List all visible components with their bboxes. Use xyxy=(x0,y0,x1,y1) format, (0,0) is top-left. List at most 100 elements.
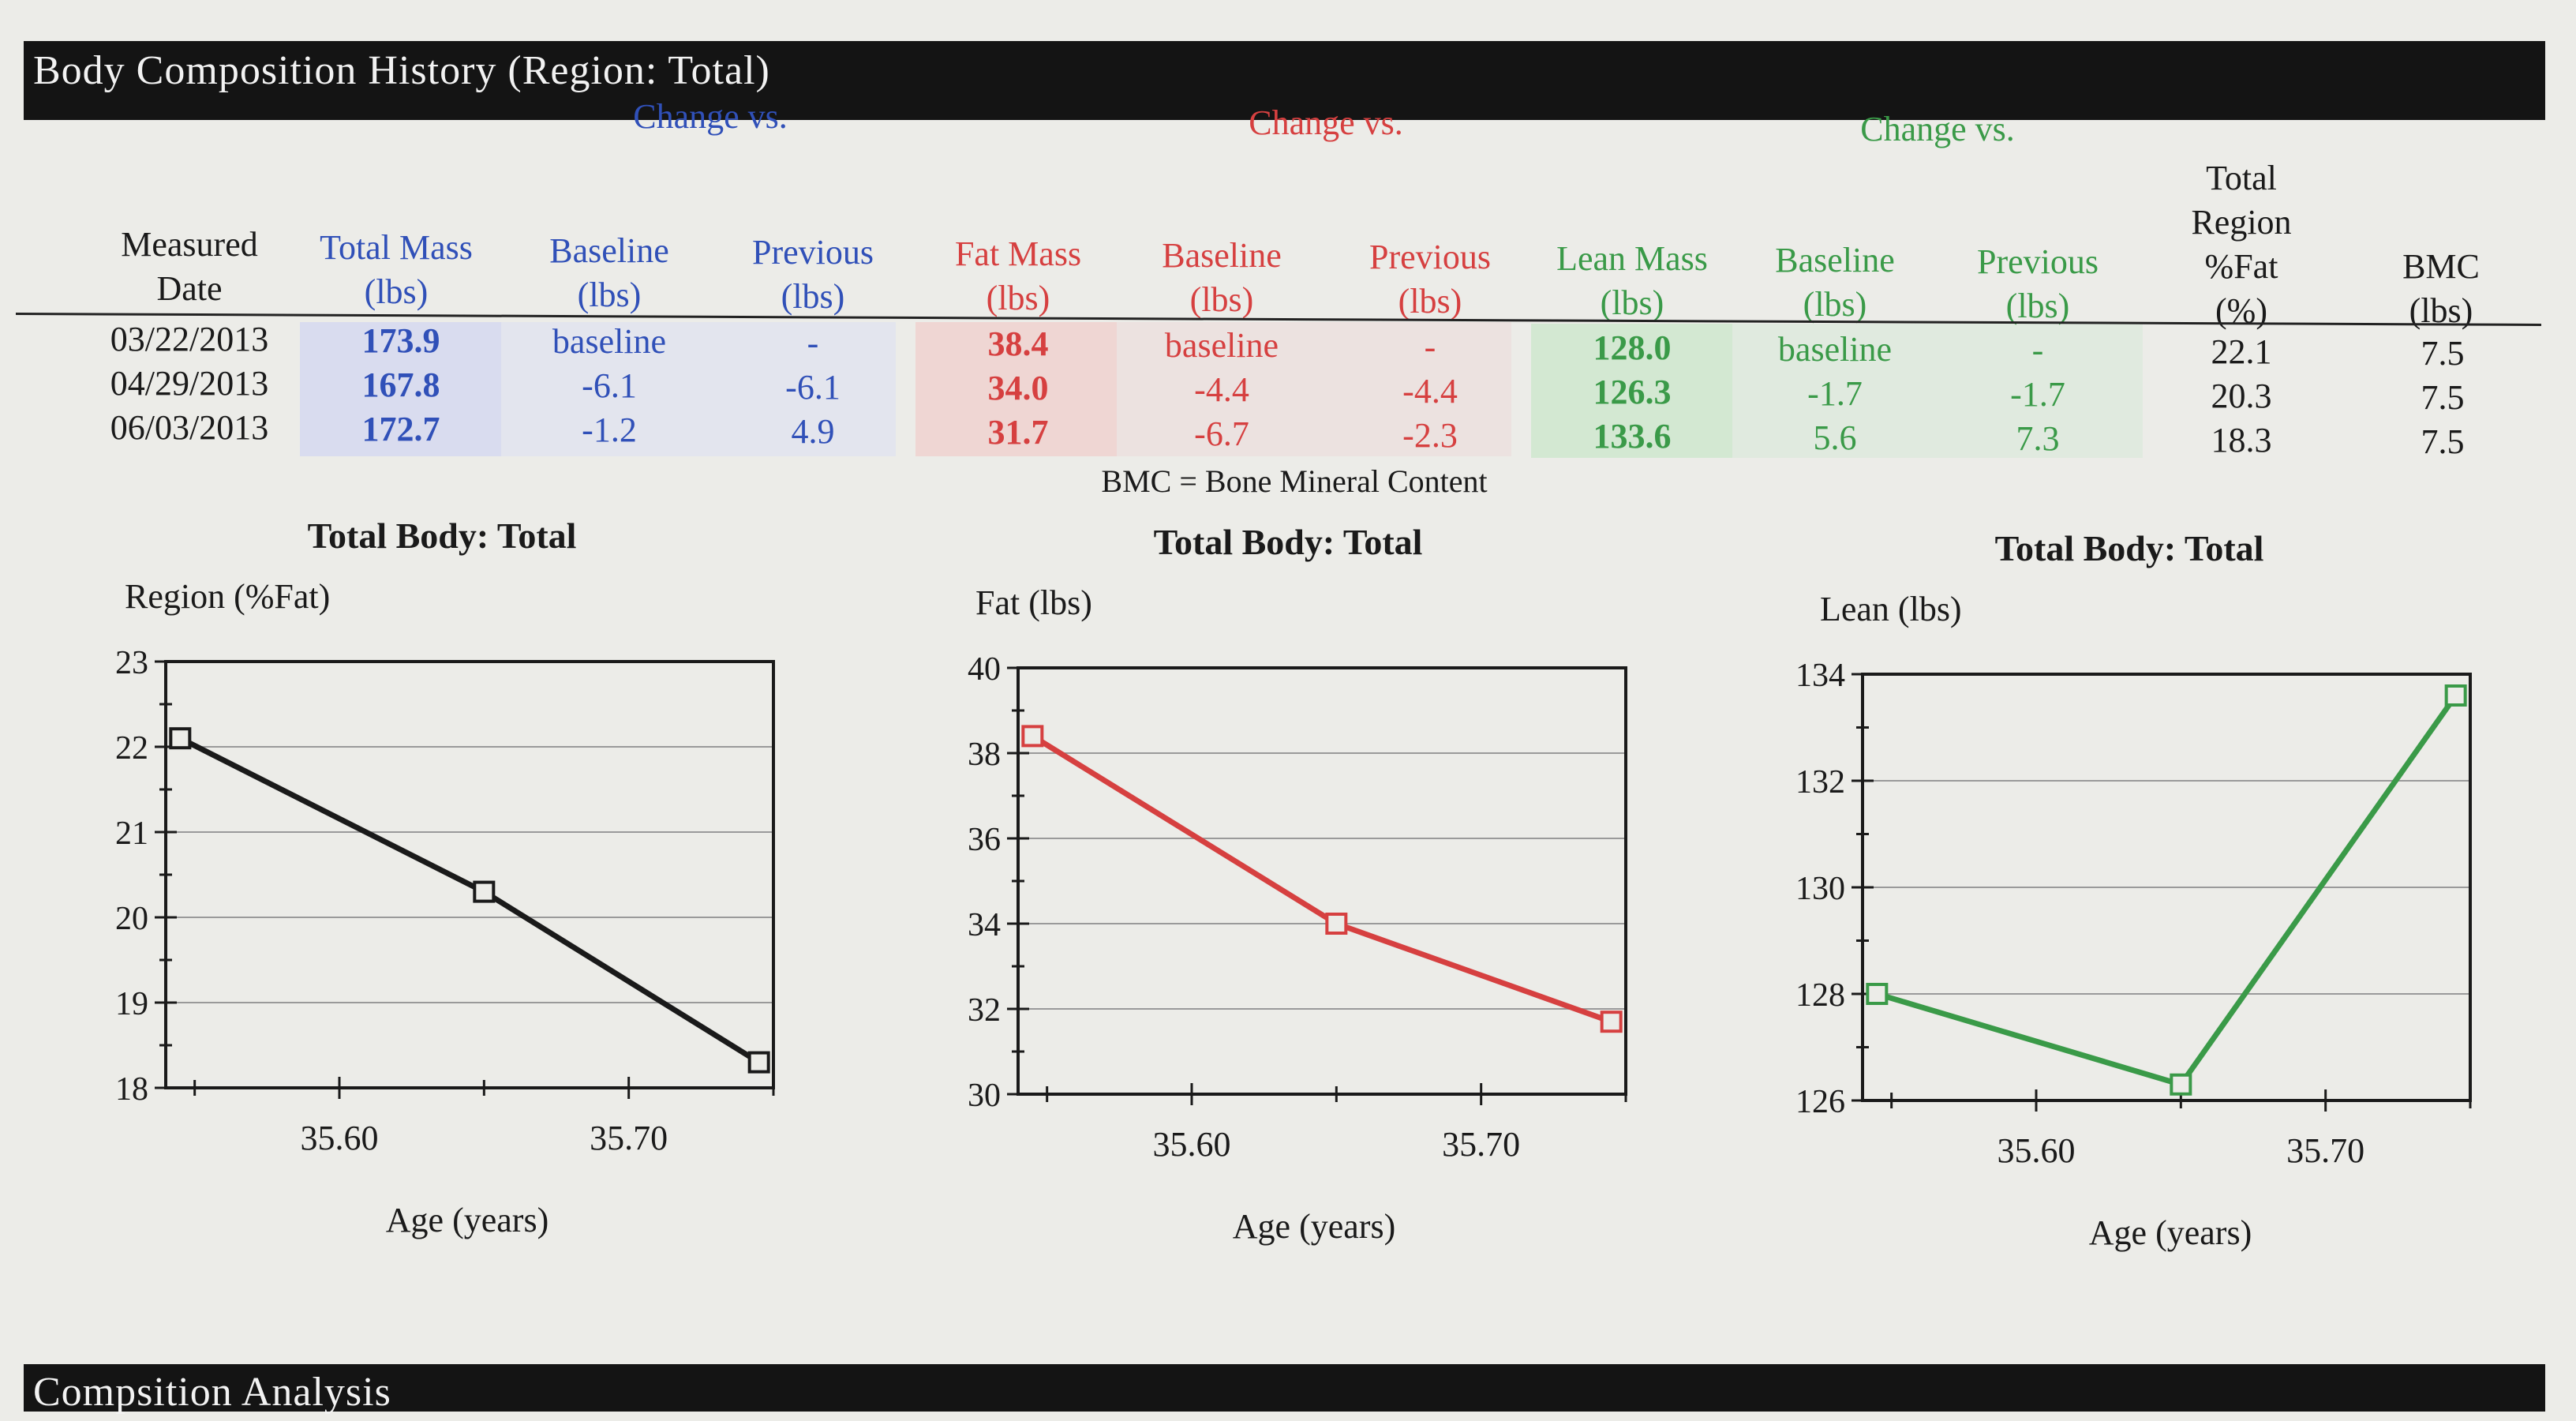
chart-1-ylabel: Region (%Fat) xyxy=(125,577,331,616)
table-cell-fat-baseline: -6.7 xyxy=(1194,414,1249,453)
series-line xyxy=(1031,733,1612,1025)
data-point xyxy=(1866,983,1889,1005)
data-point xyxy=(1325,913,1348,935)
y-tick-label: 34 xyxy=(968,907,1001,943)
y-tick-label: 20 xyxy=(115,901,148,937)
table-cell-lean-mass: 126.3 xyxy=(1593,373,1672,412)
lean-change-group-label: Change vs. xyxy=(1860,110,2015,148)
x-tick-label: 35.70 xyxy=(590,1119,668,1157)
col-header-lean-baseline: Baseline (lbs) xyxy=(1775,241,1895,324)
table-cell-lean-previous: 7.3 xyxy=(2016,419,2060,459)
table-cell-fat-baseline: baseline xyxy=(1164,326,1279,365)
y-tick-label: 128 xyxy=(1795,977,1845,1014)
series-line xyxy=(1876,693,2458,1088)
chart-2-ylabel: Fat (lbs) xyxy=(975,583,1092,622)
table-cell-total-mass: 167.8 xyxy=(361,365,440,404)
table-cell-total-mass: 173.9 xyxy=(361,321,440,360)
table-cell-fat-previous: - xyxy=(1424,327,1436,366)
table-cell-region-fat: 20.3 xyxy=(2211,377,2272,415)
table-cell-total-previous: - xyxy=(807,323,819,362)
total-mass-shade xyxy=(300,322,501,456)
col-header-lean-mass: Lean Mass (lbs) xyxy=(1556,239,1708,322)
col-header-fat-previous: Previous (lbs) xyxy=(1369,238,1491,321)
col-header-total-baseline: Baseline (lbs) xyxy=(549,231,669,314)
col-header-bmc: BMC (lbs) xyxy=(2402,247,2480,330)
table-cell-date: 03/22/2013 xyxy=(110,320,269,358)
table-cell-lean-mass: 133.6 xyxy=(1593,417,1672,456)
plot-frame xyxy=(164,660,775,1089)
col-header-region-fat: Total Region %Fat (%) xyxy=(2191,159,2292,330)
y-tick-label: 23 xyxy=(115,645,148,681)
x-tick-label: 35.60 xyxy=(1153,1125,1231,1164)
table-cell-total-mass: 172.7 xyxy=(361,409,440,448)
chart-2-title: Total Body: Total xyxy=(1153,522,1423,562)
table-cell-fat-previous: -2.3 xyxy=(1402,415,1458,455)
fat-mass-shade xyxy=(915,322,1117,456)
series-line xyxy=(178,736,761,1065)
fat-change-shade xyxy=(1117,322,1511,456)
x-tick-label: 35.70 xyxy=(2286,1131,2364,1170)
x-tick-label: 35.60 xyxy=(301,1119,379,1157)
table-cell-total-previous: 4.9 xyxy=(791,411,835,451)
lean-mass-shade xyxy=(1531,324,1732,458)
table-cell-fat-mass: 38.4 xyxy=(987,324,1049,364)
chart-1-title: Total Body: Total xyxy=(307,516,577,556)
table-cell-fat-previous: -4.4 xyxy=(1402,371,1458,411)
fat-change-group-label: Change vs. xyxy=(1249,103,1403,142)
chart-2-xlabel: Age (years) xyxy=(1232,1207,1396,1246)
y-tick-label: 134 xyxy=(1795,658,1845,694)
y-tick-label: 30 xyxy=(968,1078,1001,1114)
table-cell-total-baseline: -1.2 xyxy=(582,411,637,450)
table-cell-bmc: 7.5 xyxy=(2421,422,2465,461)
table-cell-bmc: 7.5 xyxy=(2421,333,2465,373)
data-point xyxy=(747,1051,770,1074)
table-cell-region-fat: 18.3 xyxy=(2211,421,2272,459)
chart-3-ylabel: Lean (lbs) xyxy=(1820,590,1962,628)
section-header-composition: Compsition Analysis xyxy=(24,1364,2545,1415)
table-cell-fat-mass: 34.0 xyxy=(987,369,1049,408)
col-header-lean-previous: Previous (lbs) xyxy=(1977,242,2099,325)
total-change-group-label: Change vs. xyxy=(633,97,788,136)
data-point xyxy=(473,880,496,903)
table-cell-lean-previous: -1.7 xyxy=(2010,375,2065,414)
table-cell-lean-mass: 128.0 xyxy=(1593,328,1672,368)
y-tick-label: 40 xyxy=(968,651,1001,688)
table-cell-region-fat: 22.1 xyxy=(2211,332,2272,371)
table-cell-date: 04/29/2013 xyxy=(110,364,269,403)
data-point xyxy=(169,727,192,750)
col-header-fat-baseline: Baseline (lbs) xyxy=(1162,236,1282,319)
table-cell-fat-mass: 31.7 xyxy=(987,413,1049,452)
data-point xyxy=(1600,1010,1623,1033)
chart-3-title: Total Body: Total xyxy=(1994,528,2264,568)
y-tick-label: 18 xyxy=(115,1071,148,1108)
y-tick-label: 132 xyxy=(1795,764,1845,800)
plot-frame xyxy=(1017,666,1627,1096)
table-cell-bmc: 7.5 xyxy=(2421,377,2465,417)
y-tick-label: 130 xyxy=(1795,871,1845,907)
y-tick-label: 22 xyxy=(115,730,148,767)
fat-mass-chart: 30 32 34 36 38 40 35.60 35.70 xyxy=(968,651,1627,1164)
col-header-total-previous: Previous (lbs) xyxy=(752,233,874,316)
table-cell-date: 06/03/2013 xyxy=(110,408,269,447)
table-cell-total-previous: -6.1 xyxy=(785,367,841,407)
table-cell-total-baseline: baseline xyxy=(552,322,667,362)
chart-1-xlabel: Age (years) xyxy=(385,1201,549,1239)
col-header-total-mass: Total Mass (lbs) xyxy=(320,228,473,311)
table-cell-lean-baseline: -1.7 xyxy=(1807,373,1863,413)
y-tick-label: 21 xyxy=(115,815,148,852)
y-tick-label: 36 xyxy=(968,822,1001,858)
chart-3-xlabel: Age (years) xyxy=(2088,1213,2252,1252)
table-cell-fat-baseline: -4.4 xyxy=(1194,370,1249,409)
y-tick-label: 19 xyxy=(115,986,148,1022)
y-tick-label: 126 xyxy=(1795,1084,1845,1120)
table-cell-total-baseline: -6.1 xyxy=(582,366,637,406)
table-cell-lean-previous: - xyxy=(2031,331,2044,370)
table-cell-lean-baseline: baseline xyxy=(1777,329,1893,369)
x-tick-label: 35.60 xyxy=(1998,1131,2076,1170)
lean-mass-chart: 126 128 130 132 134 35.60 35.70 xyxy=(1795,658,2472,1170)
total-change-shade xyxy=(501,322,896,456)
region-fat-chart: 18 19 20 21 22 23 35.60 35.70 xyxy=(115,645,775,1157)
y-tick-label: 32 xyxy=(968,992,1001,1029)
lean-change-shade xyxy=(1732,324,2143,458)
x-tick-label: 35.70 xyxy=(1442,1125,1520,1164)
